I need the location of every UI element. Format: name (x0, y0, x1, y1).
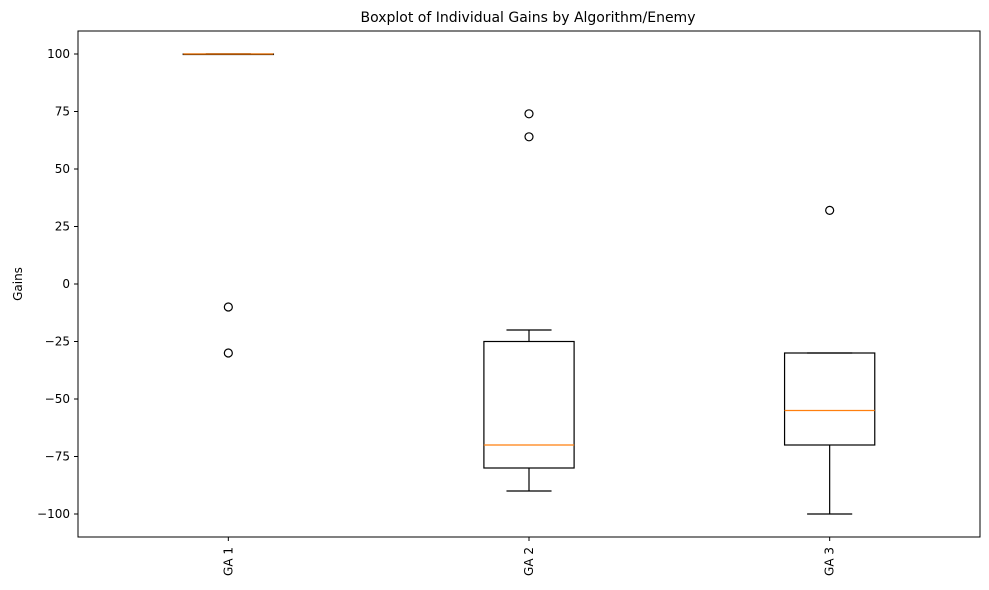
plot-frame (77, 30, 981, 538)
outlier-point (223, 348, 233, 358)
outlier-point (524, 109, 534, 119)
outlier-point (524, 132, 534, 142)
y-tick-label: 25 (55, 220, 70, 234)
y-axis-label: Gains (11, 267, 25, 301)
x-tick-label: GA 3 (823, 547, 837, 576)
y-tick-label: 100 (47, 47, 70, 61)
outlier-point (825, 205, 835, 215)
plot-area: 100 75 50 25 0 −25 −50 −75 −100 GA 1 GA 2 GA 3 (37, 30, 981, 576)
outlier-point (223, 302, 233, 312)
y-tick-label: 0 (62, 277, 70, 291)
x-tick-label: GA 1 (221, 547, 235, 576)
y-tick-label: −75 (45, 450, 70, 464)
y-tick-label: −100 (37, 507, 70, 521)
box (483, 340, 575, 469)
y-tick-label: −25 (45, 335, 70, 349)
chart-title: Boxplot of Individual Gains by Algorithm… (361, 10, 696, 26)
box (783, 352, 876, 446)
x-tick-label: GA 2 (522, 547, 536, 576)
y-tick-label: 50 (55, 162, 70, 176)
y-tick-label: −50 (45, 392, 70, 406)
y-tick-label: 75 (55, 105, 70, 119)
